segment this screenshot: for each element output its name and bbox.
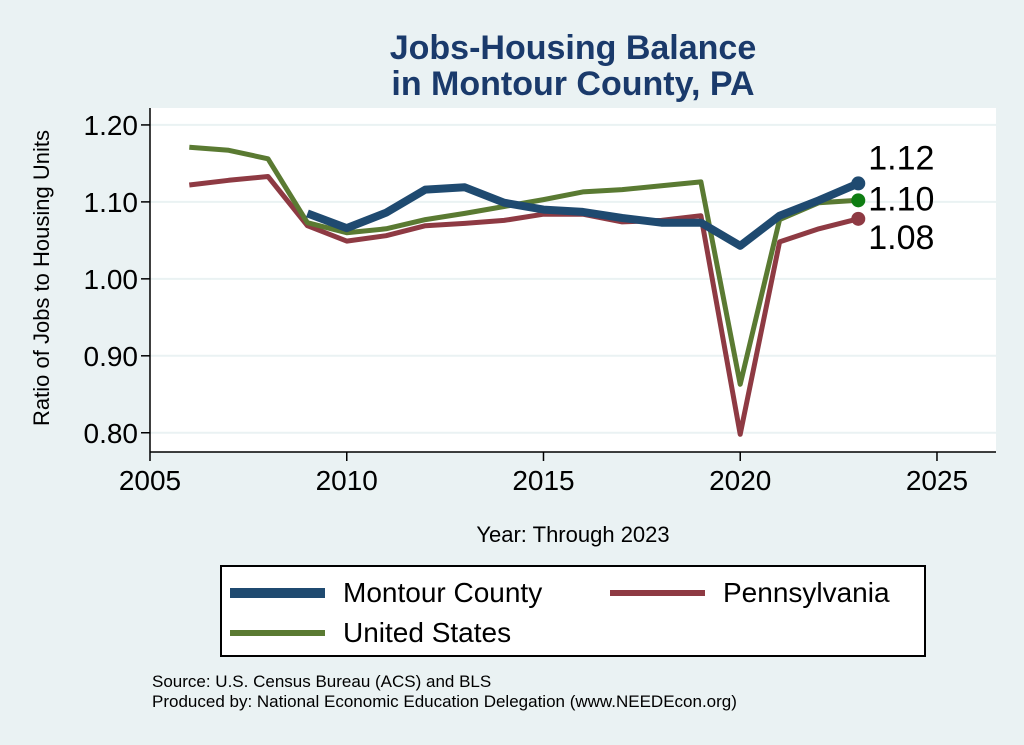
- y-tick-label: 0.90: [84, 341, 139, 372]
- producer-note: Produced by: National Economic Education…: [152, 692, 737, 711]
- y-tick-label: 1.20: [84, 110, 139, 141]
- end-label-pennsylvania: 1.08: [868, 219, 934, 257]
- legend: Montour County Pennsylvania United State…: [220, 565, 926, 657]
- x-tick-label: 2010: [316, 465, 378, 496]
- end-labels: 1.081.101.12: [868, 139, 934, 256]
- x-tick-label: 2025: [906, 465, 968, 496]
- series-line-pennsylvania: [189, 174, 859, 437]
- y-axis-label: Ratio of Jobs to Housing Units: [29, 130, 54, 426]
- legend-item-us: United States: [230, 617, 511, 649]
- legend-label-us: United States: [343, 617, 512, 648]
- chart-title-line-1: Jobs-Housing Balance: [389, 29, 757, 67]
- end-label-us: 1.10: [868, 180, 934, 218]
- legend-swatch-montour: [230, 588, 325, 598]
- x-tick-label: 2020: [709, 465, 771, 496]
- y-tick-label: 1.00: [84, 264, 139, 295]
- y-tick-label: 1.10: [84, 187, 139, 218]
- plot-area: [150, 108, 996, 452]
- x-tick-label: 2015: [512, 465, 574, 496]
- legend-label-pennsylvania: Pennsylvania: [723, 577, 890, 608]
- source-note: Source: U.S. Census Bureau (ACS) and BLS: [152, 672, 492, 691]
- x-tick-label: 2005: [119, 465, 181, 496]
- x-axis-label: Year: Through 2023: [476, 522, 670, 547]
- chart-title-line-2: in Montour County, PA: [391, 65, 755, 103]
- legend-swatch-pennsylvania: [610, 590, 705, 596]
- end-marker-montour: [851, 176, 866, 191]
- y-tick-label: 0.80: [84, 418, 139, 449]
- series-lines: [189, 144, 866, 437]
- end-label-montour: 1.12: [868, 139, 934, 177]
- legend-item-montour: Montour County: [230, 577, 542, 609]
- legend-swatch-us: [230, 630, 325, 636]
- end-marker-pennsylvania: [851, 211, 866, 226]
- axes: 0.80 0.90 1.00 1.10 1.20 2005 2010 2015 2020 2025: [84, 108, 996, 496]
- legend-label-montour: Montour County: [343, 577, 543, 608]
- legend-item-pennsylvania: Pennsylvania: [610, 577, 890, 609]
- series-line-montour: [305, 179, 860, 250]
- end-marker-us: [851, 193, 866, 208]
